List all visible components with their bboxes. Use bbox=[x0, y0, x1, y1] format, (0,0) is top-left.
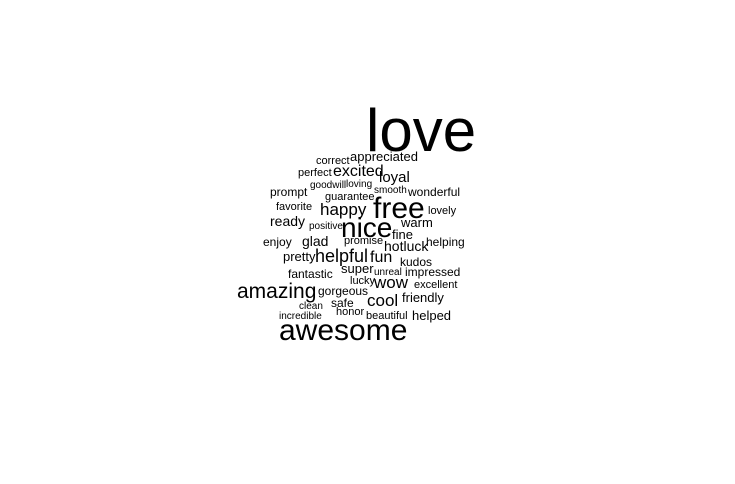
word-warm: warm bbox=[401, 215, 433, 230]
word-awesome: awesome bbox=[279, 314, 408, 347]
word-fine: fine bbox=[392, 227, 413, 242]
word-helpful: helpful bbox=[315, 246, 369, 266]
word-excellent: excellent bbox=[414, 279, 458, 291]
word-cool: cool bbox=[367, 291, 399, 310]
word-wow: wow bbox=[374, 273, 409, 292]
word-smooth: smooth bbox=[374, 185, 407, 196]
word-super: super bbox=[341, 261, 374, 276]
word-clean: clean bbox=[299, 301, 323, 312]
word-loving: loving bbox=[346, 179, 373, 190]
word-lucky: lucky bbox=[350, 275, 376, 287]
word-safe: safe bbox=[331, 296, 354, 310]
word-positive: positive bbox=[309, 221, 343, 232]
word-hotluck: hotluck bbox=[384, 238, 429, 254]
word-perfect: perfect bbox=[298, 167, 332, 179]
word-appreciated: appreciated bbox=[350, 149, 418, 164]
word-kudos: kudos bbox=[400, 255, 433, 269]
word-incredible: incredible bbox=[279, 311, 322, 322]
word-impressed: impressed bbox=[405, 265, 461, 279]
word-fun: fun bbox=[370, 249, 393, 266]
word-wonderful: wonderful bbox=[408, 185, 461, 199]
word-excited: excited bbox=[333, 163, 384, 180]
word-favorite: favorite bbox=[276, 201, 313, 213]
word-fantastic: fantastic bbox=[288, 267, 333, 281]
word-nice: nice bbox=[341, 212, 393, 243]
word-gorgeous: gorgeous bbox=[318, 284, 369, 298]
word-glad: glad bbox=[302, 233, 329, 249]
word-beautiful: beautiful bbox=[366, 310, 408, 322]
word-correct: correct bbox=[316, 155, 350, 167]
word-honor: honor bbox=[336, 306, 365, 318]
word-lovely: lovely bbox=[428, 205, 457, 217]
word-love: love bbox=[366, 97, 477, 164]
word-enjoy: enjoy bbox=[263, 235, 292, 249]
word-promise: promise bbox=[344, 235, 384, 247]
word-unreal: unreal bbox=[374, 267, 402, 278]
word-loyal: loyal bbox=[379, 169, 410, 186]
word-pretty: pretty bbox=[283, 249, 316, 264]
word-amazing: amazing bbox=[237, 280, 317, 303]
word-free: free bbox=[373, 192, 425, 225]
word-ready: ready bbox=[270, 213, 306, 229]
word-goodwill: goodwill bbox=[310, 180, 347, 191]
word-helping: helping bbox=[426, 235, 465, 249]
word-guarantee: guarantee bbox=[325, 191, 375, 203]
word-friendly: friendly bbox=[402, 290, 444, 305]
word-helped: helped bbox=[412, 308, 452, 323]
word-prompt: prompt bbox=[270, 185, 308, 199]
word-happy: happy bbox=[320, 200, 367, 219]
